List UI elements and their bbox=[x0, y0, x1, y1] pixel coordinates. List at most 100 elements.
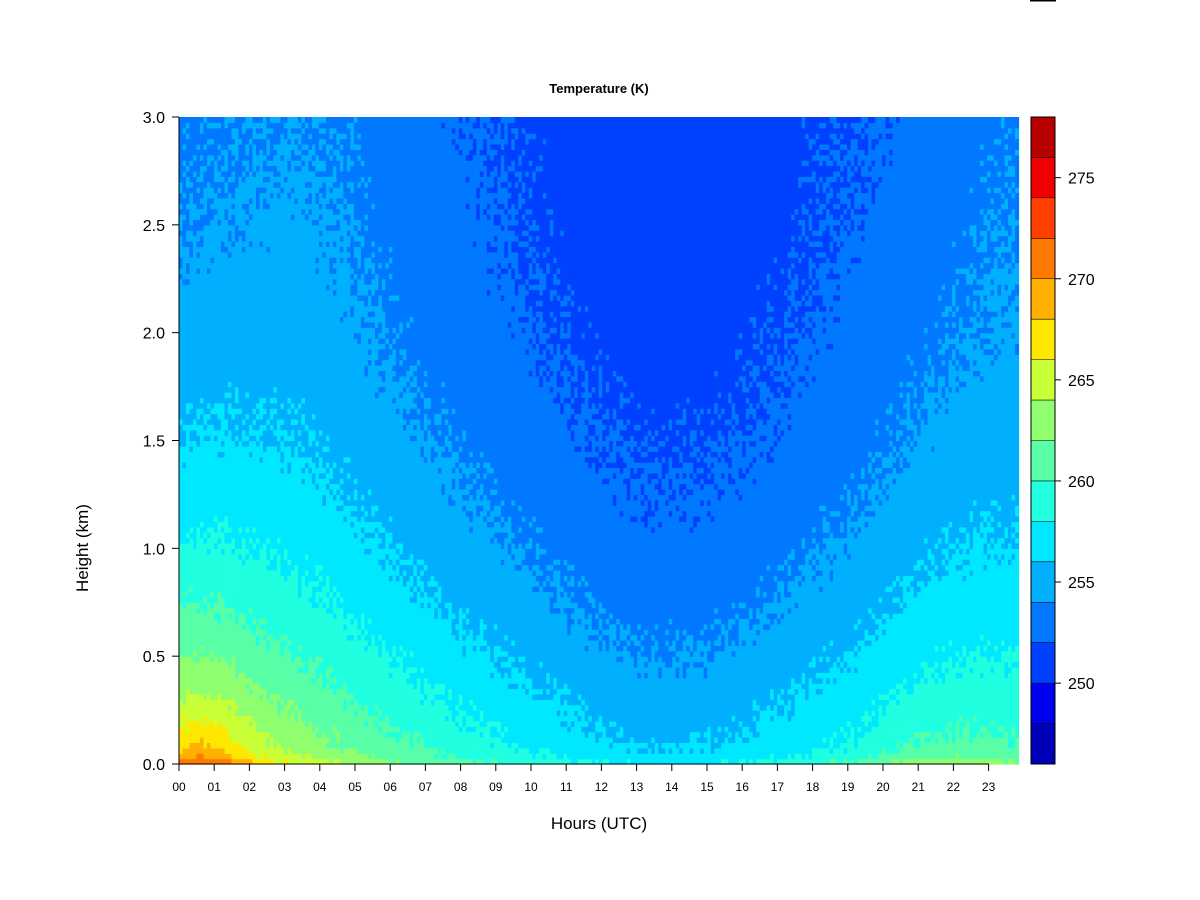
heatmap-cell bbox=[200, 726, 204, 732]
heatmap-cell bbox=[259, 203, 263, 209]
heatmap-cell bbox=[193, 403, 197, 409]
heatmap-cell bbox=[231, 263, 235, 269]
heatmap-cell bbox=[284, 694, 288, 700]
heatmap-cell bbox=[322, 451, 326, 457]
heatmap-cell bbox=[256, 602, 260, 608]
heatmap-cell bbox=[207, 441, 211, 447]
heatmap-cell bbox=[270, 748, 274, 754]
heatmap-cell bbox=[280, 333, 284, 339]
heatmap-cell bbox=[231, 473, 235, 479]
chart-title: Temperature (K) bbox=[549, 81, 648, 96]
heatmap-cell bbox=[245, 554, 249, 560]
heatmap-cell bbox=[196, 694, 200, 700]
heatmap-cell bbox=[291, 597, 295, 603]
heatmap-cell bbox=[273, 484, 277, 490]
heatmap-cell bbox=[252, 122, 256, 128]
heatmap-cell bbox=[256, 484, 260, 490]
heatmap-cell bbox=[263, 284, 267, 290]
heatmap-cell bbox=[217, 597, 221, 603]
heatmap-cell bbox=[228, 602, 232, 608]
heatmap-cell bbox=[249, 538, 253, 544]
heatmap-cell bbox=[319, 133, 323, 139]
heatmap-cell bbox=[214, 397, 218, 403]
heatmap-cell bbox=[183, 586, 187, 592]
heatmap-cell bbox=[291, 424, 295, 430]
heatmap-cell bbox=[183, 117, 187, 123]
heatmap-cell bbox=[189, 149, 193, 155]
heatmap-cell bbox=[245, 338, 249, 344]
heatmap-cell bbox=[298, 381, 302, 387]
heatmap-cell bbox=[259, 462, 263, 468]
heatmap-cell bbox=[235, 198, 239, 204]
heatmap-cell bbox=[259, 494, 263, 500]
heatmap-cell bbox=[221, 527, 225, 533]
heatmap-cell bbox=[301, 710, 305, 716]
heatmap-cell bbox=[252, 705, 256, 711]
heatmap-cell bbox=[203, 279, 207, 285]
heatmap-cell bbox=[214, 494, 218, 500]
heatmap-cell bbox=[322, 640, 326, 646]
heatmap-cell bbox=[308, 597, 312, 603]
heatmap-cell bbox=[193, 424, 197, 430]
heatmap-cell bbox=[319, 543, 323, 549]
heatmap-cell bbox=[210, 559, 214, 565]
heatmap-cell bbox=[305, 511, 309, 517]
heatmap-cell bbox=[270, 381, 274, 387]
heatmap-cell bbox=[322, 748, 326, 754]
heatmap-cell bbox=[308, 128, 312, 134]
heatmap-cell bbox=[214, 376, 218, 382]
heatmap-cell bbox=[315, 462, 319, 468]
heatmap-cell bbox=[214, 160, 218, 166]
heatmap-cell bbox=[221, 441, 225, 447]
heatmap-cell bbox=[315, 381, 319, 387]
heatmap-cell bbox=[259, 225, 263, 231]
heatmap-cell bbox=[249, 516, 253, 522]
heatmap-cell bbox=[183, 694, 187, 700]
heatmap-cell bbox=[266, 144, 270, 150]
heatmap-cell bbox=[189, 306, 193, 312]
heatmap-cell bbox=[221, 176, 225, 182]
heatmap-cell bbox=[252, 117, 256, 123]
heatmap-cell bbox=[315, 403, 319, 409]
heatmap-cell bbox=[315, 160, 319, 166]
heatmap-cell bbox=[263, 748, 267, 754]
heatmap-cell bbox=[266, 225, 270, 231]
heatmap-cell bbox=[221, 629, 225, 635]
heatmap-cell bbox=[210, 257, 214, 263]
heatmap-cell bbox=[235, 705, 239, 711]
heatmap-cell bbox=[284, 511, 288, 517]
heatmap-cell bbox=[221, 715, 225, 721]
heatmap-cell bbox=[291, 133, 295, 139]
heatmap-cell bbox=[207, 241, 211, 247]
heatmap-cell bbox=[214, 424, 218, 430]
heatmap-cell bbox=[287, 354, 291, 360]
heatmap-cell bbox=[235, 192, 239, 198]
heatmap-cell bbox=[301, 715, 305, 721]
heatmap-cell bbox=[294, 565, 298, 571]
heatmap-cell bbox=[312, 273, 316, 279]
heatmap-cell bbox=[210, 214, 214, 220]
heatmap-cell bbox=[305, 570, 309, 576]
heatmap-cell bbox=[252, 624, 256, 630]
heatmap-cell bbox=[228, 559, 232, 565]
heatmap-cell bbox=[259, 176, 263, 182]
heatmap-cell bbox=[210, 726, 214, 732]
heatmap-cell bbox=[242, 613, 246, 619]
heatmap-cell bbox=[315, 478, 319, 484]
heatmap-cell bbox=[183, 333, 187, 339]
heatmap-cell bbox=[312, 613, 316, 619]
heatmap-cell bbox=[319, 236, 323, 242]
heatmap-cell bbox=[252, 726, 256, 732]
heatmap-cell bbox=[287, 322, 291, 328]
heatmap-cell bbox=[217, 171, 221, 177]
heatmap-cell bbox=[235, 236, 239, 242]
heatmap-cell bbox=[186, 462, 190, 468]
heatmap-cell bbox=[189, 532, 193, 538]
heatmap-cell bbox=[284, 403, 288, 409]
heatmap-cell bbox=[305, 473, 309, 479]
heatmap-cell bbox=[259, 699, 263, 705]
heatmap-cell bbox=[189, 311, 193, 317]
heatmap-cell bbox=[235, 209, 239, 215]
heatmap-cell bbox=[210, 694, 214, 700]
heatmap-cell bbox=[305, 343, 309, 349]
